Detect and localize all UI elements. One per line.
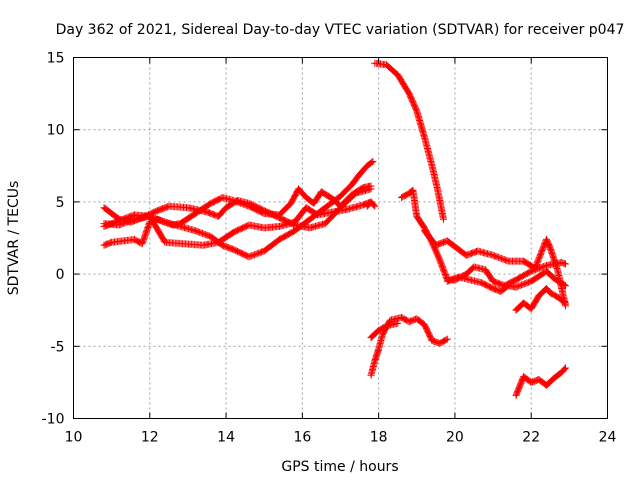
y-tick-label: 10 [47,123,65,139]
y-tick-label: -5 [51,339,65,355]
x-tick-label: 16 [293,430,311,446]
chart-title: Day 362 of 2021, Sidereal Day-to-day VTE… [56,22,625,38]
series-markers [371,59,447,223]
grid [73,57,608,419]
x-tick-label: 20 [446,430,464,446]
x-tick-label: 24 [599,430,617,446]
series-track-c [100,182,375,249]
series-track-e [371,59,447,223]
x-tick-label: 22 [522,430,540,446]
series-track-k [363,198,375,210]
x-tick-label: 12 [141,430,159,446]
series-markers [363,198,375,210]
x-tick-label: 14 [217,430,235,446]
series-track-d [100,198,379,249]
plot-frame [73,57,608,419]
y-tick-label: -10 [42,412,65,428]
series-track-l [512,285,569,314]
series-markers [443,267,569,295]
series-markers [100,182,375,249]
series-track-m [512,364,569,399]
series-markers [100,198,379,249]
series-markers [100,185,375,232]
x-tick-label: 18 [370,430,388,446]
y-tick-label: 5 [56,195,65,211]
x-tick-label: 10 [65,430,83,446]
series-markers [512,364,569,399]
y-tick-label: 0 [56,267,65,283]
series-track-h [443,267,569,295]
axes: 10 12 14 16 18 20 22 24 -10 -5 0 5 10 15 [42,51,617,446]
series-markers [367,319,402,342]
plot-area [100,59,569,399]
series-markers [367,313,451,379]
series-track-i [367,313,451,379]
series-track-j [367,319,402,342]
x-axis-label: GPS time / hours [281,459,398,475]
y-axis-label: SDTVAR / TECUs [6,181,22,296]
series-markers [512,285,569,314]
y-tick-label: 15 [47,51,65,67]
series-track-b [100,185,375,232]
